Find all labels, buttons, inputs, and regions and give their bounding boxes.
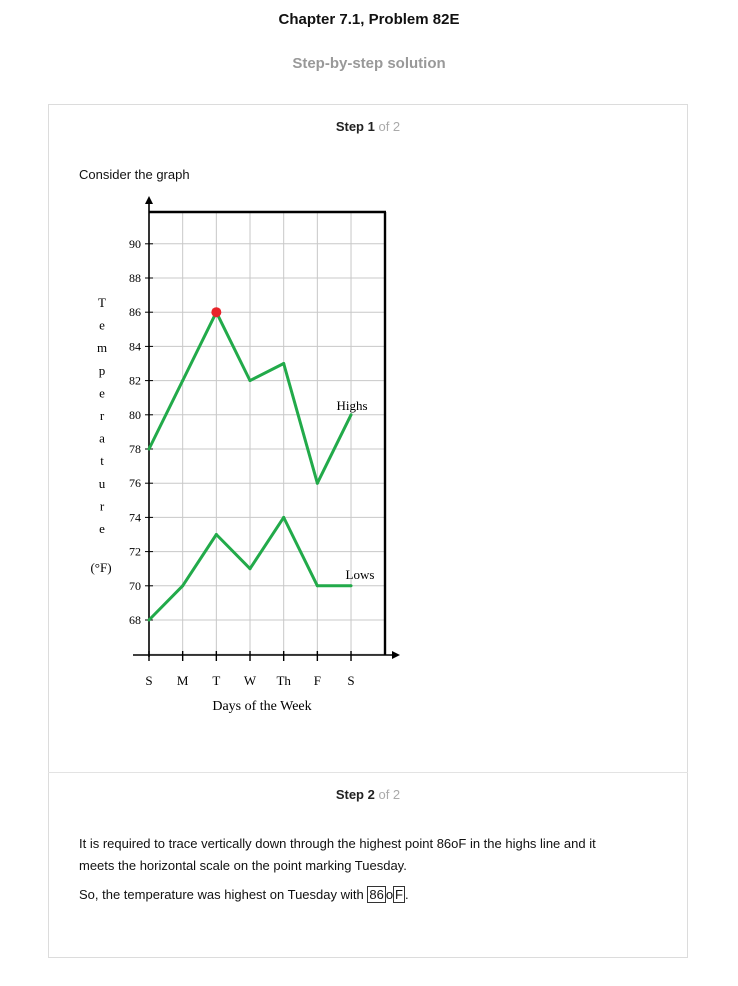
- x-tick-label: F: [314, 673, 321, 688]
- data-point: [349, 584, 353, 588]
- step2-label: Step 2: [335, 787, 375, 802]
- y-axis-label-unit: (°F): [90, 560, 111, 575]
- page-title: Chapter 7.1, Problem 82E: [278, 11, 460, 28]
- step2-line3-suffix: .: [405, 887, 409, 902]
- y-tick-label: 68: [129, 613, 141, 627]
- step1-header: Step 1 of 2: [48, 119, 688, 134]
- y-axis-label-letter: u: [99, 476, 106, 491]
- y-tick-label: 72: [129, 545, 141, 559]
- y-axis-label-letter: r: [100, 408, 105, 423]
- answer-unit: F: [393, 886, 405, 903]
- answer-value: 86: [367, 886, 386, 903]
- x-axis-arrow: [392, 651, 400, 659]
- step1-intro: Consider the graph: [79, 167, 190, 182]
- step1-label: Step 1: [335, 119, 375, 134]
- y-axis-label-letter: T: [98, 295, 106, 310]
- y-tick-label: 86: [129, 305, 141, 319]
- data-point: [181, 584, 185, 588]
- data-point: [248, 567, 252, 571]
- data-point: [315, 481, 319, 485]
- data-point: [181, 379, 185, 383]
- data-point: [214, 533, 218, 536]
- data-point: [147, 447, 151, 451]
- series-label-lows: Lows: [346, 567, 375, 582]
- x-tick-label: Th: [276, 673, 291, 688]
- highlight-point: [211, 307, 222, 318]
- y-axis-label-letter: a: [99, 431, 105, 446]
- step2-of: of 2: [378, 787, 401, 802]
- temperature-chart: 68 70 72 74 76 78 80 82 84 86 88 90 S M T W Th F S Days of …: [90, 196, 400, 714]
- x-tick-label: S: [145, 673, 152, 688]
- step2-line2: meets the horizontal scale on the point …: [79, 858, 407, 873]
- y-axis-label-letter: e: [99, 385, 105, 400]
- data-point: [248, 379, 252, 383]
- data-point: [315, 584, 319, 588]
- y-tick-label: 76: [129, 476, 141, 490]
- step2-line3-prefix: So, the temperature was highest on Tuesd…: [79, 887, 368, 902]
- step-divider: [48, 772, 688, 773]
- y-tick-label: 82: [129, 374, 141, 388]
- y-axis-label-letter: p: [99, 363, 106, 378]
- x-tick-label: W: [244, 673, 257, 688]
- data-point: [282, 515, 286, 519]
- answer-degree: o: [385, 887, 394, 902]
- step2-header: Step 2 of 2: [48, 787, 688, 802]
- solution-card: [48, 104, 688, 958]
- step2-text: It is required to trace vertically down …: [79, 833, 596, 906]
- x-axis-label: Days of the Week: [212, 699, 311, 714]
- y-axis-label-letter: m: [97, 340, 107, 355]
- y-axis-arrow: [145, 196, 153, 204]
- data-point: [282, 362, 286, 365]
- data-point: [147, 618, 151, 622]
- series-label-highs: Highs: [336, 398, 367, 413]
- step2-line3: So, the temperature was highest on Tuesd…: [79, 884, 596, 906]
- y-axis-label-letter: r: [100, 498, 105, 513]
- y-tick-label: 78: [129, 442, 141, 456]
- x-tick-label: S: [347, 673, 354, 688]
- y-tick-label: 74: [129, 510, 141, 524]
- y-axis-label-letter: e: [99, 521, 105, 536]
- y-axis-label-letter: t: [100, 453, 104, 468]
- y-tick-label: 70: [129, 579, 141, 593]
- x-tick-label: T: [212, 673, 220, 688]
- y-tick-label: 80: [129, 408, 141, 422]
- y-tick-label: 90: [129, 237, 141, 251]
- step2-line1: It is required to trace vertically down …: [79, 836, 596, 851]
- step1-of: of 2: [378, 119, 401, 134]
- y-axis-label-letter: e: [99, 318, 105, 333]
- x-tick-label: M: [177, 673, 189, 688]
- y-tick-label: 88: [129, 271, 141, 285]
- data-point: [349, 413, 353, 417]
- y-tick-label: 84: [129, 339, 141, 353]
- page-subtitle: Step-by-step solution: [292, 55, 446, 72]
